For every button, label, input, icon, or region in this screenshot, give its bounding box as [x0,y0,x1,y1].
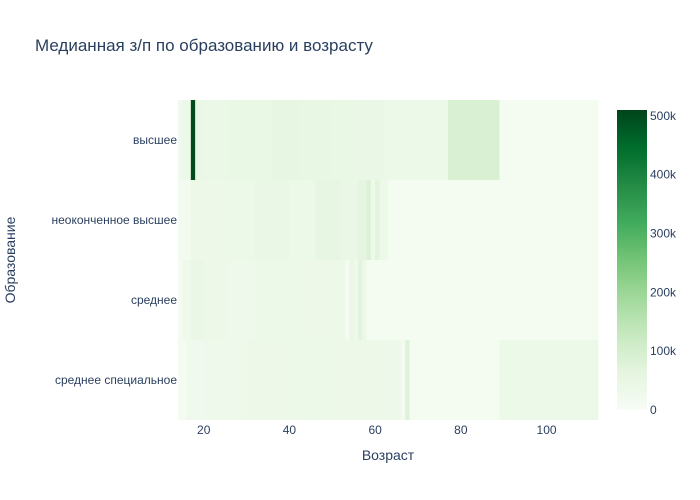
heatmap-cell [225,260,256,340]
heatmap-cell [375,340,402,420]
x-tick-label: 80 [454,423,468,437]
y-axis-title: Образование [2,216,18,303]
heatmap-cell [353,260,359,340]
heatmap-cell [182,100,192,180]
heatmap-cell [358,100,385,180]
heatmap-cell [332,100,359,180]
heatmap-cell [195,100,205,180]
heatmap-cell [190,260,205,340]
heatmap-cell [362,260,367,340]
heatmap-cell [418,100,449,180]
heatmap-cell [499,100,599,180]
colorbar-tick-label: 300k [650,227,677,241]
heatmap-cell [358,260,363,340]
heatmap-cell [178,340,187,420]
heatmap-cell [383,100,419,180]
x-tick-label: 60 [368,423,382,437]
heatmap-cell [225,180,256,260]
heatmap-cell [203,340,247,420]
colorbar-tick-label: 400k [650,168,677,182]
heatmap-cell [366,260,599,340]
heatmap-cell [358,180,367,260]
heatmap-cell [203,100,230,180]
heatmap-cell [190,100,196,180]
colorbar-tick-label: 200k [650,285,677,299]
heatmap-cell [289,180,316,260]
heatmap-cell [178,180,192,260]
heatmap-cell [178,100,183,180]
heatmap-cell [332,260,346,340]
colorbar-tick-label: 0 [650,403,657,417]
heatmap-cell [190,180,226,260]
heatmap-cell [246,100,273,180]
heatmap-cell [370,180,376,260]
x-axis-title: Возраст [362,447,415,463]
heatmap-cell [255,260,299,340]
colorbar-tick-label: 500k [650,109,677,123]
y-tick-label: высшее [133,133,177,147]
heatmap-cell [182,260,192,340]
x-tick-label: 20 [197,423,211,437]
heatmap-cell [375,180,380,260]
heatmap-cell [203,260,226,340]
heatmap-cell [366,180,372,260]
heatmap-cell [289,340,333,420]
heatmap-cell [298,100,333,180]
chart-title: Медианная з/п по образованию и возрасту [35,36,373,55]
x-axis-ticks: 20 40 60 80 100 [197,423,557,437]
heatmap-cells [178,100,599,420]
heatmap-cell [345,260,350,340]
heatmap-cell [178,260,183,340]
y-axis-ticks: высшее неоконченное высшее среднее среднее … [52,133,178,387]
heatmap-cell [246,340,290,420]
heatmap-cell [405,340,410,420]
x-tick-label: 100 [537,423,557,437]
colorbar-tick-label: 100k [650,344,677,358]
heatmap-cell [409,340,500,420]
heatmap-cell [448,100,500,180]
colorbar [617,110,647,410]
y-tick-label: среднее специальное [55,373,177,387]
heatmap-cell [315,180,342,260]
heatmap-cell [340,180,359,260]
heatmap-cell [255,180,290,260]
heatmap-cell [298,260,333,340]
heatmap-cell [349,260,355,340]
heatmap-cell [400,340,406,420]
heatmap-cell [229,100,247,180]
heatmap-cell [186,340,205,420]
x-tick-label: 40 [283,423,297,437]
heatmap-cell [272,100,299,180]
colorbar-ticks: 500k 400k 300k 200k 100k 0 [650,109,677,417]
y-tick-label: среднее [131,293,177,307]
heatmap-cell [388,180,599,260]
heatmap-cell [379,180,389,260]
heatmap-cell [332,340,376,420]
heatmap-cell [499,340,599,420]
y-tick-label: неоконченное высшее [52,213,178,227]
